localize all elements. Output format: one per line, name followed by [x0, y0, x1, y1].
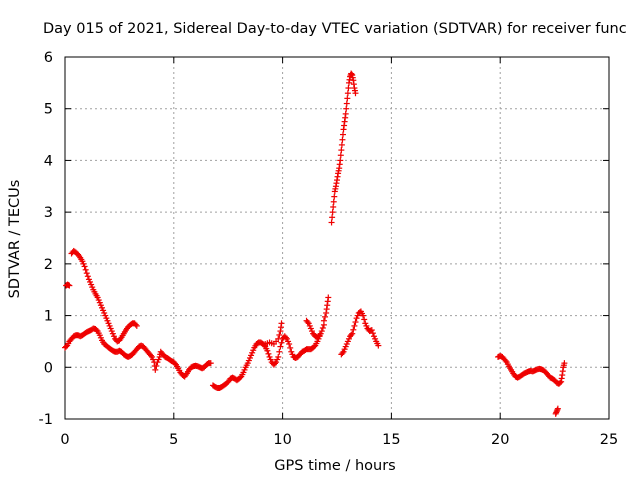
y-tick-label: 6 — [44, 50, 53, 66]
x-tick-label: 0 — [60, 432, 69, 448]
data-point — [343, 105, 350, 112]
data-point — [275, 335, 282, 342]
data-point — [337, 157, 344, 164]
data-point — [320, 317, 327, 324]
data-point — [286, 341, 293, 348]
data-point — [93, 327, 100, 334]
data-point — [349, 330, 356, 337]
data-point — [339, 136, 346, 143]
y-axis-label: SDTVAR / TECUs — [7, 180, 23, 299]
data-point — [554, 405, 561, 412]
data-point — [328, 219, 335, 226]
data-point — [345, 85, 352, 92]
data-points — [62, 70, 568, 417]
data-point — [368, 327, 375, 334]
data-point — [329, 214, 336, 221]
data-point — [369, 330, 376, 337]
data-point — [322, 313, 329, 320]
data-point — [348, 331, 355, 338]
x-tick-label: 10 — [273, 432, 291, 448]
data-point — [342, 110, 349, 117]
data-point — [330, 198, 337, 205]
data-point — [278, 339, 285, 346]
data-point — [304, 319, 311, 326]
data-point — [337, 152, 344, 159]
data-point — [282, 334, 289, 341]
data-point — [82, 266, 89, 273]
data-point — [316, 332, 323, 339]
data-point — [278, 320, 285, 327]
data-point — [84, 273, 91, 280]
chart-title: Day 015 of 2021, Sidereal Day-to-day VTE… — [43, 21, 627, 37]
x-tick-labels: 0 5 10 15 20 25 — [60, 432, 618, 448]
data-point — [276, 348, 283, 355]
grid — [65, 57, 609, 419]
data-point — [331, 193, 338, 200]
x-tick-label: 20 — [491, 432, 509, 448]
y-tick-label: -1 — [39, 412, 53, 428]
y-tick-label: 5 — [44, 102, 53, 118]
y-tick-label: 0 — [44, 360, 53, 376]
y-tick-label: 2 — [44, 257, 53, 273]
data-point — [319, 324, 326, 331]
x-tick-label: 5 — [169, 432, 178, 448]
data-point — [329, 209, 336, 216]
data-point — [361, 316, 368, 323]
data-point — [81, 263, 88, 270]
data-point — [330, 203, 337, 210]
data-point — [207, 360, 214, 367]
data-point — [66, 282, 73, 289]
data-point — [338, 141, 345, 148]
axis-ticks — [64, 56, 610, 420]
data-point — [277, 343, 284, 350]
data-point — [264, 347, 271, 354]
data-point — [339, 350, 346, 357]
data-point — [343, 100, 350, 107]
data-point — [561, 360, 568, 367]
data-point — [275, 353, 282, 360]
data-point — [375, 342, 382, 349]
data-point — [344, 95, 351, 102]
data-point — [339, 131, 346, 138]
data-point — [344, 90, 351, 97]
data-point — [338, 147, 345, 154]
y-tick-label: 3 — [44, 205, 53, 221]
x-tick-label: 25 — [600, 432, 618, 448]
data-point — [352, 319, 359, 326]
data-point — [276, 331, 283, 338]
y-tick-label: 4 — [44, 153, 53, 169]
data-point — [132, 321, 139, 328]
y-tick-labels: -1 0 1 2 3 4 5 6 — [39, 50, 53, 428]
data-point — [271, 360, 278, 367]
data-point — [147, 352, 154, 359]
data-point — [153, 362, 160, 369]
data-point — [318, 328, 325, 335]
data-point — [63, 343, 70, 350]
data-point — [133, 322, 140, 329]
data-point — [311, 343, 318, 350]
x-axis-label: GPS time / hours — [274, 458, 395, 474]
y-tick-label: 1 — [44, 309, 53, 325]
data-point — [360, 312, 367, 319]
data-point — [265, 350, 272, 357]
plot-frame — [64, 56, 610, 420]
data-point — [350, 326, 357, 333]
data-point — [261, 342, 268, 349]
data-point — [352, 90, 359, 97]
x-tick-label: 15 — [382, 432, 400, 448]
data-point — [287, 344, 294, 351]
data-point — [83, 270, 90, 277]
data-point — [315, 333, 322, 340]
data-point — [152, 366, 159, 373]
data-point — [351, 322, 358, 329]
data-point — [237, 374, 244, 381]
data-point — [557, 379, 564, 386]
data-point — [502, 357, 509, 364]
data-point — [171, 360, 178, 367]
data-point — [325, 294, 332, 301]
